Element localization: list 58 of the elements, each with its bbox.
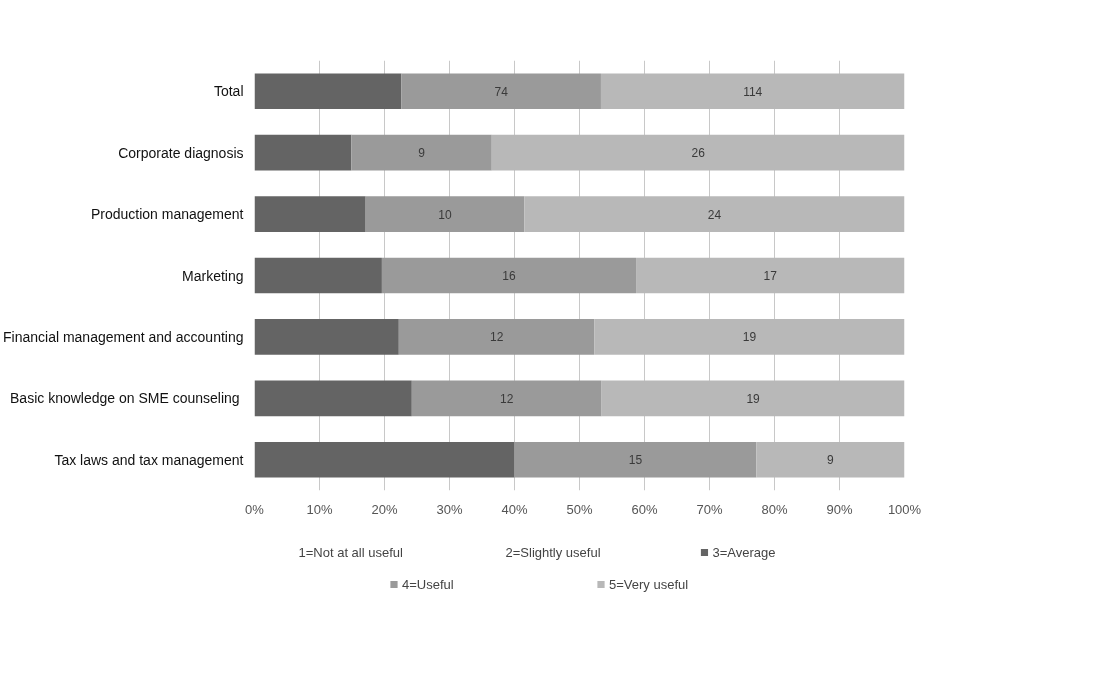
legend-label: 5=Very useful bbox=[609, 576, 690, 592]
bar bbox=[351, 134, 492, 171]
bar bbox=[254, 196, 366, 232]
x-tick-label: 70% bbox=[696, 501, 723, 517]
annotation: 74 bbox=[494, 84, 509, 99]
bar bbox=[600, 73, 905, 110]
bar bbox=[756, 441, 905, 478]
annotation: 16 bbox=[502, 269, 516, 283]
annotation: 12 bbox=[489, 330, 504, 345]
bar bbox=[254, 73, 402, 110]
annotation: 24 bbox=[707, 207, 722, 222]
bar bbox=[398, 319, 595, 355]
bar bbox=[636, 257, 905, 294]
x-tick-label: 10% bbox=[306, 501, 333, 517]
annotation: 19 bbox=[746, 391, 761, 406]
bar bbox=[514, 441, 757, 478]
bar bbox=[254, 257, 382, 294]
annotation: 9 bbox=[418, 146, 426, 161]
x-tick-label: 50% bbox=[566, 501, 593, 517]
annotation: 12 bbox=[500, 391, 514, 406]
legend-label: 1=Not at all useful bbox=[298, 544, 404, 560]
bar bbox=[491, 134, 905, 171]
annotation: 17 bbox=[763, 269, 778, 283]
y-tick-label: Total bbox=[213, 83, 244, 100]
y-tick-label: Production management bbox=[90, 206, 244, 223]
x-tick-label: 100% bbox=[887, 501, 922, 517]
x-tick-label: 90% bbox=[826, 501, 853, 517]
annotation: 114 bbox=[743, 84, 763, 99]
bar bbox=[365, 196, 525, 232]
bar bbox=[254, 441, 515, 478]
annotation: 10 bbox=[438, 207, 452, 222]
annotation: 15 bbox=[628, 453, 643, 468]
x-tick-label: 20% bbox=[371, 501, 398, 517]
x-tick-label: 30% bbox=[436, 501, 463, 517]
bar bbox=[601, 380, 905, 417]
bar bbox=[401, 73, 601, 110]
y-tick-label: Basic knowledge on SME counseling bbox=[10, 390, 240, 407]
annotation: 19 bbox=[742, 330, 757, 345]
x-tick-label: 0% bbox=[245, 501, 265, 517]
legend-label: 4=Useful bbox=[402, 576, 455, 592]
legend-label: 3=Average bbox=[712, 544, 777, 560]
x-tick-label: 80% bbox=[761, 501, 788, 517]
y-tick-label: Tax laws and tax management bbox=[54, 451, 244, 468]
x-tick-label: 40% bbox=[501, 501, 528, 517]
bar bbox=[254, 134, 352, 171]
y-tick-label: Marketing bbox=[182, 267, 244, 284]
bar bbox=[381, 257, 637, 294]
x-tick-label: 60% bbox=[631, 501, 658, 517]
bar bbox=[524, 196, 905, 232]
y-tick-label: Financial management and accounting bbox=[3, 328, 244, 345]
bar bbox=[254, 380, 412, 417]
bar bbox=[254, 319, 399, 355]
annotation: 26 bbox=[691, 146, 706, 161]
bar bbox=[411, 380, 602, 417]
annotation: 9 bbox=[827, 453, 835, 468]
bar bbox=[594, 319, 905, 355]
legend-label: 2=Slightly useful bbox=[505, 544, 602, 560]
y-tick-label: Corporate diagnosis bbox=[118, 144, 244, 161]
